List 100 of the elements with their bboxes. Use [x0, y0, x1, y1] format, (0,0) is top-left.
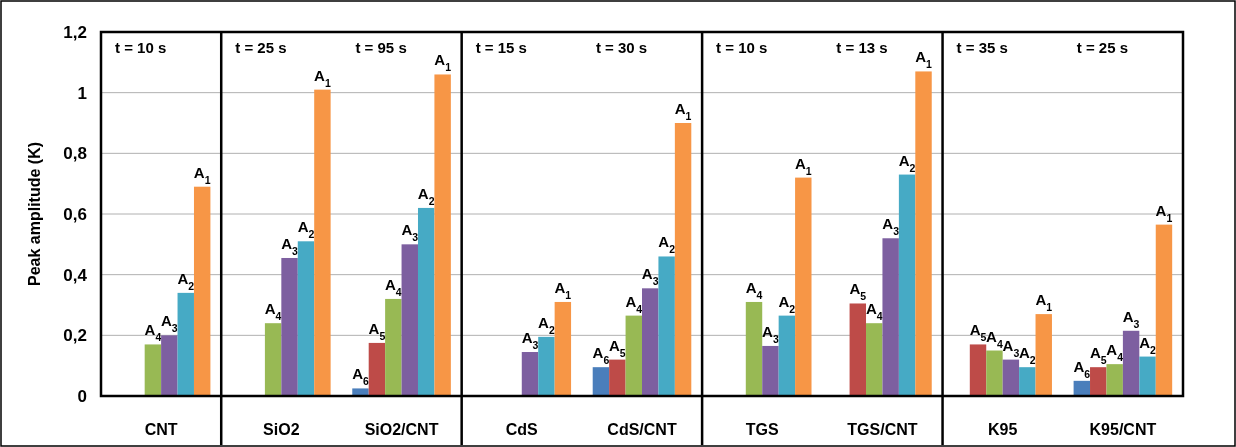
annotation: t = 30 s [595, 39, 648, 56]
bar [144, 344, 162, 396]
bar [882, 238, 899, 396]
bar [1139, 356, 1156, 396]
bar [1106, 364, 1123, 396]
series-label: A$_{6}$ [352, 365, 369, 388]
text: A$_{2}$ [417, 184, 435, 207]
x-tick-label: CdS [505, 421, 539, 438]
bar [368, 342, 386, 396]
text: A$_{2}$ [778, 292, 796, 315]
x-tick-label: CdS/CNT [607, 421, 677, 438]
bar [297, 241, 315, 396]
text: A$_{5}$ [609, 336, 626, 359]
text: A$_{5}$ [849, 280, 867, 303]
bar [177, 292, 194, 396]
bar [538, 336, 555, 396]
text: A$_{2}$ [1139, 333, 1156, 356]
bar [986, 350, 1003, 396]
text: A$_{3}$ [1002, 336, 1020, 359]
bar [625, 315, 642, 396]
bar [609, 359, 626, 396]
x-tick-label: CNT [144, 421, 178, 438]
text: A$_{4}$ [745, 278, 763, 301]
bar [434, 74, 451, 396]
series-label: A$_{2}$ [297, 218, 315, 241]
annotation: t = 25 s [235, 39, 287, 56]
bar [898, 174, 916, 396]
x-tick-label: K95/CNT [1089, 421, 1157, 438]
text: A$_{1}$ [193, 163, 211, 186]
annotation: t = 25 s [1076, 39, 1129, 56]
series-label: A$_{4}$ [385, 275, 402, 298]
bar [642, 288, 659, 396]
text: A$_{1}$ [1035, 291, 1053, 314]
x-tick-label: SiO2 [263, 421, 300, 438]
y-tick-label: 1,2 [63, 22, 87, 42]
series-label: A$_{5}$ [368, 319, 386, 342]
text: A$_{4}$ [1106, 341, 1124, 364]
text: A$_{3}$ [160, 312, 178, 335]
text: A$_{3}$ [281, 234, 298, 257]
text: A$_{1}$ [434, 51, 451, 74]
text: A$_{3}$ [641, 265, 659, 288]
bar [281, 257, 298, 396]
text: A$_{6}$ [1073, 357, 1091, 380]
annotation: t = 15 s [475, 39, 527, 56]
bar [554, 301, 572, 396]
bar [264, 323, 282, 396]
bar [915, 71, 932, 396]
y-tick-label: 0,8 [63, 144, 87, 164]
annotation: t = 95 s [355, 39, 407, 56]
bar [778, 315, 796, 396]
bar [521, 352, 539, 396]
text: A$_{1}$ [1155, 201, 1173, 224]
bar [1090, 367, 1107, 396]
bar [762, 345, 779, 396]
y-tick-label: 0,6 [63, 204, 87, 224]
x-tick-label: K95 [987, 421, 1018, 438]
text: A$_{4}$ [865, 300, 883, 323]
annotation: t = 35 s [956, 39, 1008, 56]
text: A$_{5}$ [1089, 344, 1107, 367]
y-tick-label: 1 [77, 83, 87, 103]
text: A$_{5}$ [969, 321, 987, 344]
text: A$_{3}$ [882, 215, 899, 238]
series-label: A$_{1}$ [314, 66, 331, 89]
text: A$_{4}$ [986, 327, 1003, 350]
bar [795, 177, 812, 396]
annotation: t = 10 s [716, 39, 768, 56]
y-axis-title: Peak amplitude (K) [26, 141, 43, 287]
bar [417, 207, 435, 396]
text: A$_{4}$ [625, 292, 643, 315]
y-tick-label: 0,2 [63, 326, 87, 346]
text: A$_{1}$ [674, 100, 692, 122]
bar [401, 244, 418, 396]
bar [658, 256, 675, 396]
bar [1122, 330, 1140, 396]
bar [1002, 359, 1020, 396]
bar [1019, 367, 1036, 396]
text: A$_{3}$ [1122, 307, 1140, 330]
text: A$_{4}$ [144, 321, 162, 344]
text: A$_{3}$ [762, 322, 779, 345]
y-tick-label: 0,4 [63, 265, 88, 285]
x-tick-label: SiO2/CNT [364, 421, 439, 438]
y-tick-label: 0 [77, 386, 87, 406]
text: A$_{2}$ [658, 233, 675, 256]
bar [1073, 380, 1091, 396]
bar [1035, 314, 1052, 396]
series-label: A$_{3}$ [401, 221, 419, 244]
text: A$_{4}$ [264, 300, 282, 323]
text: A$_{1}$ [915, 48, 932, 71]
text: A$_{3}$ [521, 329, 539, 352]
text: A$_{1}$ [554, 278, 572, 301]
bar [1155, 224, 1173, 396]
x-tick-label: TGS [745, 421, 779, 438]
text: A$_{6}$ [592, 344, 610, 367]
bar [969, 344, 987, 396]
text: A$_{2}$ [1018, 344, 1036, 367]
text: A$_{2}$ [177, 269, 195, 292]
annotation: t = 10 s [115, 39, 167, 56]
x-tick-label: TGS/CNT [847, 421, 918, 438]
bar [592, 367, 610, 396]
bar [193, 186, 211, 396]
